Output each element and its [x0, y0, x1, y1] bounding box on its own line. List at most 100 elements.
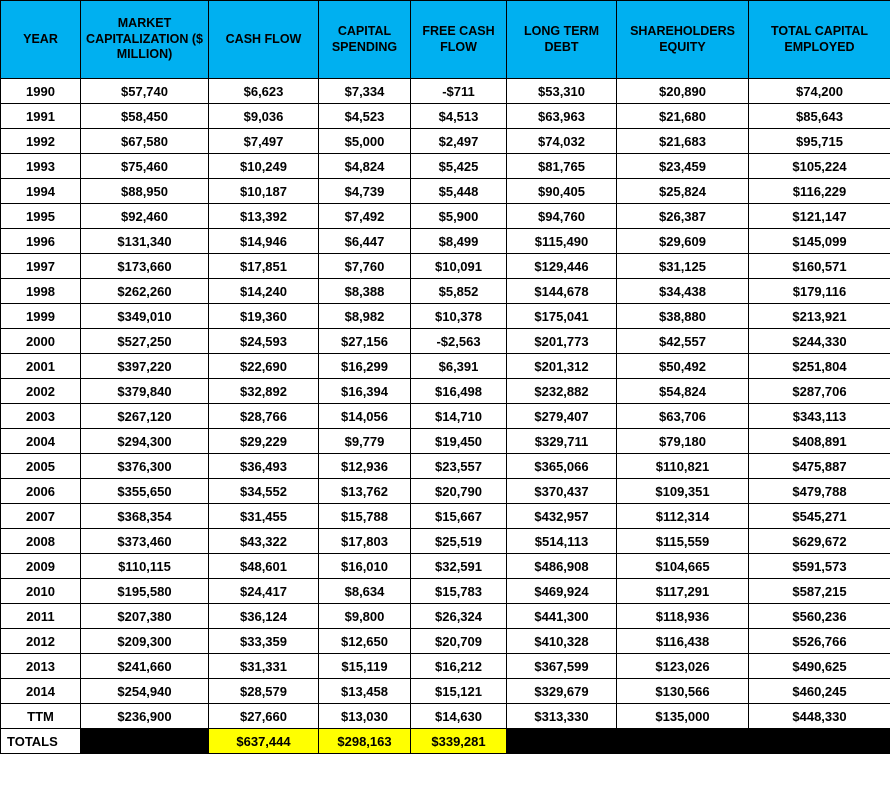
- value-cell: $287,706: [749, 379, 890, 404]
- year-cell: 1993: [1, 154, 81, 179]
- value-cell: $90,405: [507, 179, 617, 204]
- value-cell: $207,380: [81, 604, 209, 629]
- table-row: 2005$376,300$36,493$12,936$23,557$365,06…: [1, 454, 890, 479]
- value-cell: $74,032: [507, 129, 617, 154]
- value-cell: $34,438: [617, 279, 749, 304]
- value-cell: $8,499: [411, 229, 507, 254]
- year-cell: 1994: [1, 179, 81, 204]
- value-cell: $365,066: [507, 454, 617, 479]
- value-cell: $16,394: [319, 379, 411, 404]
- value-cell: $460,245: [749, 679, 890, 704]
- value-cell: $135,000: [617, 704, 749, 729]
- value-cell: $74,200: [749, 79, 890, 104]
- value-cell: $36,493: [209, 454, 319, 479]
- table-row: 2000$527,250$24,593$27,156-$2,563$201,77…: [1, 329, 890, 354]
- column-header-3: CAPITAL SPENDING: [319, 1, 411, 79]
- value-cell: $85,643: [749, 104, 890, 129]
- year-cell: 2014: [1, 679, 81, 704]
- year-cell: 2006: [1, 479, 81, 504]
- value-cell: $29,609: [617, 229, 749, 254]
- value-cell: $14,056: [319, 404, 411, 429]
- value-cell: $9,036: [209, 104, 319, 129]
- value-cell: $31,331: [209, 654, 319, 679]
- table-row: 2003$267,120$28,766$14,056$14,710$279,40…: [1, 404, 890, 429]
- value-cell: $15,667: [411, 504, 507, 529]
- value-cell: $115,559: [617, 529, 749, 554]
- value-cell: $16,498: [411, 379, 507, 404]
- value-cell: $95,715: [749, 129, 890, 154]
- value-cell: $379,840: [81, 379, 209, 404]
- value-cell: $4,523: [319, 104, 411, 129]
- value-cell: $629,672: [749, 529, 890, 554]
- year-cell: 1997: [1, 254, 81, 279]
- value-cell: $486,908: [507, 554, 617, 579]
- value-cell: $12,650: [319, 629, 411, 654]
- year-cell: 2001: [1, 354, 81, 379]
- value-cell: $24,417: [209, 579, 319, 604]
- value-cell: $129,446: [507, 254, 617, 279]
- value-cell: $28,766: [209, 404, 319, 429]
- value-cell: $16,010: [319, 554, 411, 579]
- table-row: 1995$92,460$13,392$7,492$5,900$94,760$26…: [1, 204, 890, 229]
- value-cell: $67,580: [81, 129, 209, 154]
- value-cell: $4,739: [319, 179, 411, 204]
- year-cell: 2004: [1, 429, 81, 454]
- value-cell: $432,957: [507, 504, 617, 529]
- totals-label: TOTALS: [1, 729, 81, 754]
- year-cell: 2007: [1, 504, 81, 529]
- value-cell: $527,250: [81, 329, 209, 354]
- value-cell: $201,312: [507, 354, 617, 379]
- value-cell: $15,119: [319, 654, 411, 679]
- year-cell: TTM: [1, 704, 81, 729]
- value-cell: $50,492: [617, 354, 749, 379]
- table-row: 1990$57,740$6,623$7,334-$711$53,310$20,8…: [1, 79, 890, 104]
- value-cell: $36,124: [209, 604, 319, 629]
- value-cell: $479,788: [749, 479, 890, 504]
- value-cell: $130,566: [617, 679, 749, 704]
- totals-empty: [507, 729, 617, 754]
- value-cell: $117,291: [617, 579, 749, 604]
- year-cell: 2010: [1, 579, 81, 604]
- table-row: 1992$67,580$7,497$5,000$2,497$74,032$21,…: [1, 129, 890, 154]
- value-cell: $367,599: [507, 654, 617, 679]
- table-row: 1993$75,460$10,249$4,824$5,425$81,765$23…: [1, 154, 890, 179]
- value-cell: $373,460: [81, 529, 209, 554]
- value-cell: $22,690: [209, 354, 319, 379]
- table-row: 2008$373,460$43,322$17,803$25,519$514,11…: [1, 529, 890, 554]
- value-cell: $24,593: [209, 329, 319, 354]
- value-cell: $31,455: [209, 504, 319, 529]
- value-cell: $7,492: [319, 204, 411, 229]
- totals-value: $339,281: [411, 729, 507, 754]
- value-cell: $410,328: [507, 629, 617, 654]
- value-cell: $408,891: [749, 429, 890, 454]
- year-cell: 1998: [1, 279, 81, 304]
- value-cell: $112,314: [617, 504, 749, 529]
- value-cell: $236,900: [81, 704, 209, 729]
- value-cell: $13,030: [319, 704, 411, 729]
- value-cell: $81,765: [507, 154, 617, 179]
- value-cell: $355,650: [81, 479, 209, 504]
- value-cell: $16,299: [319, 354, 411, 379]
- totals-value: $637,444: [209, 729, 319, 754]
- value-cell: $116,438: [617, 629, 749, 654]
- value-cell: $15,121: [411, 679, 507, 704]
- value-cell: $38,880: [617, 304, 749, 329]
- table-row: 2004$294,300$29,229$9,779$19,450$329,711…: [1, 429, 890, 454]
- value-cell: $9,800: [319, 604, 411, 629]
- value-cell: $10,091: [411, 254, 507, 279]
- value-cell: $514,113: [507, 529, 617, 554]
- table-row: 1998$262,260$14,240$8,388$5,852$144,678$…: [1, 279, 890, 304]
- value-cell: $58,450: [81, 104, 209, 129]
- table-row: 2012$209,300$33,359$12,650$20,709$410,32…: [1, 629, 890, 654]
- year-cell: 1990: [1, 79, 81, 104]
- table-row: 1991$58,450$9,036$4,523$4,513$63,963$21,…: [1, 104, 890, 129]
- value-cell: $8,982: [319, 304, 411, 329]
- value-cell: $4,824: [319, 154, 411, 179]
- table-row: 1997$173,660$17,851$7,760$10,091$129,446…: [1, 254, 890, 279]
- year-cell: 2013: [1, 654, 81, 679]
- value-cell: $313,330: [507, 704, 617, 729]
- value-cell: $591,573: [749, 554, 890, 579]
- year-cell: 2002: [1, 379, 81, 404]
- value-cell: $12,936: [319, 454, 411, 479]
- totals-row: TOTALS$637,444$298,163$339,281: [1, 729, 890, 754]
